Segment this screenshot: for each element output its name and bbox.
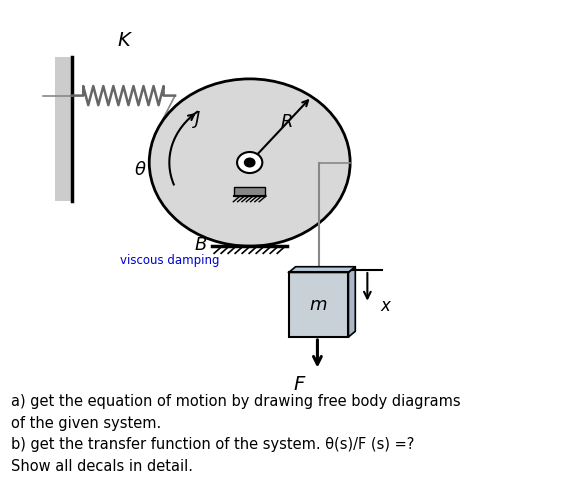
Text: of the given system.: of the given system. [11, 416, 162, 431]
Text: viscous damping: viscous damping [119, 254, 219, 267]
Text: R: R [280, 113, 293, 131]
Text: b) get the transfer function of the system. θ(s)/F (s) =?: b) get the transfer function of the syst… [11, 437, 415, 452]
Bar [234, 187, 265, 196]
Text: Show all decals in detail.: Show all decals in detail. [11, 459, 193, 474]
Bar [55, 57, 72, 201]
Circle shape [149, 79, 350, 246]
Bar [289, 272, 348, 337]
Polygon shape [348, 267, 355, 337]
Circle shape [237, 152, 262, 173]
Text: J: J [195, 110, 201, 129]
Text: K: K [117, 31, 130, 50]
Circle shape [245, 158, 255, 167]
Text: $m$: $m$ [309, 296, 328, 314]
Text: $F$: $F$ [293, 375, 307, 394]
Polygon shape [289, 267, 355, 272]
Text: $x$: $x$ [380, 297, 393, 315]
Text: a) get the equation of motion by drawing free body diagrams: a) get the equation of motion by drawing… [11, 394, 461, 409]
Text: $\theta$: $\theta$ [134, 161, 147, 179]
Text: B: B [194, 236, 207, 254]
